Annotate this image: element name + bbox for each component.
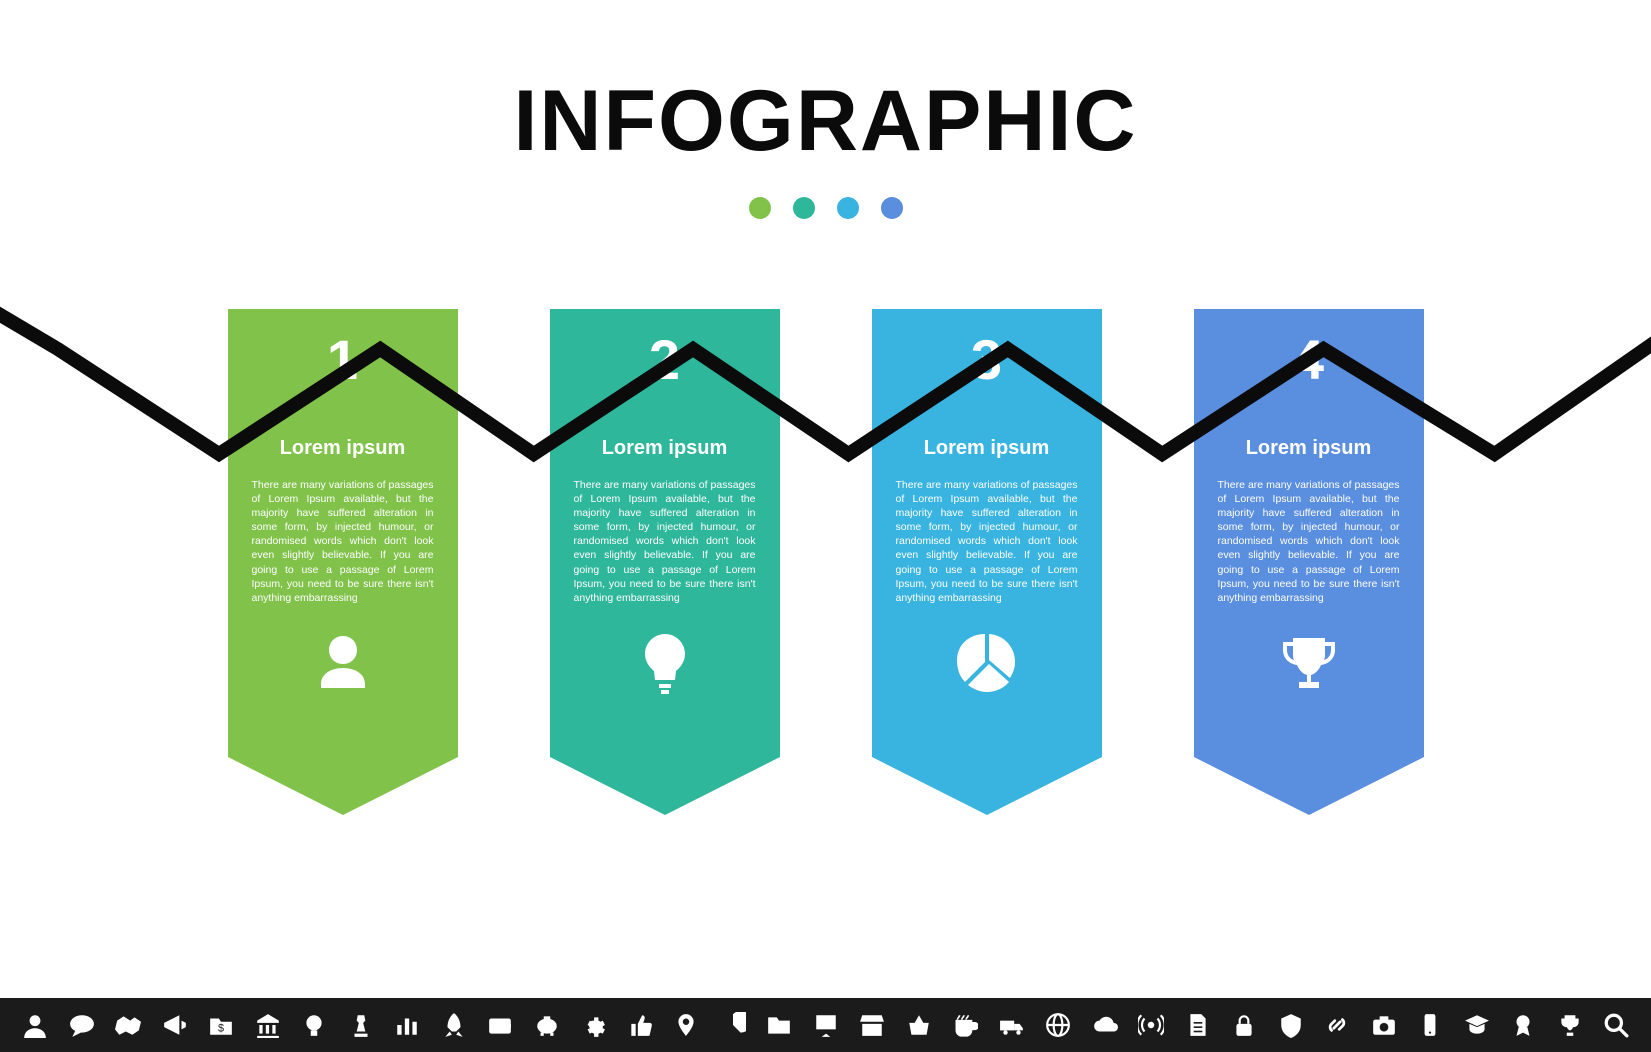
award-icon: [1510, 1012, 1536, 1038]
megaphone-icon: [162, 1012, 188, 1038]
title-dot-3: [837, 197, 859, 219]
title-dots: [0, 197, 1651, 219]
card-heading: Lorem ipsum: [888, 437, 1086, 460]
camera-icon: [1371, 1012, 1397, 1038]
lightbulb-icon: [566, 627, 764, 697]
chess-icon: [348, 1012, 374, 1038]
info-card-2: 2 Lorem ipsum There are many variations of…: [550, 309, 780, 757]
piggybank-icon: [534, 1012, 560, 1038]
bulb-small-icon: [301, 1012, 327, 1038]
card-body-text: There are many variations of passages of…: [566, 478, 764, 606]
folder-icon: [766, 1012, 792, 1038]
search-icon: [1603, 1012, 1629, 1038]
title-dot-2: [793, 197, 815, 219]
lock-icon: [1231, 1012, 1257, 1038]
trophy-small-icon: [1557, 1012, 1583, 1038]
phone-icon: [1417, 1012, 1443, 1038]
card-heading: Lorem ipsum: [244, 437, 442, 460]
card-number: 4: [1210, 329, 1408, 391]
truck-icon: [999, 1012, 1025, 1038]
wallet-icon: [487, 1012, 513, 1038]
cards-row: 1 Lorem ipsum There are many variations of…: [0, 279, 1651, 757]
shield-icon: [1278, 1012, 1304, 1038]
trophy-icon: [1210, 627, 1408, 697]
chat-icon: [69, 1012, 95, 1038]
handshake-icon: [115, 1012, 141, 1038]
piechart-icon: [888, 627, 1086, 697]
card-heading: Lorem ipsum: [1210, 437, 1408, 460]
coffee-icon: [952, 1012, 978, 1038]
pie-icon: [720, 1012, 746, 1038]
bank-icon: [255, 1012, 281, 1038]
mappin-icon: [673, 1012, 699, 1038]
cloud-icon: [1092, 1012, 1118, 1038]
graduation-icon: [1464, 1012, 1490, 1038]
card-heading: Lorem ipsum: [566, 437, 764, 460]
infographic-body: 1 Lorem ipsum There are many variations of…: [0, 279, 1651, 757]
barchart-icon: [394, 1012, 420, 1038]
card-number: 1: [244, 329, 442, 391]
card-body-text: There are many variations of passages of…: [888, 478, 1086, 606]
card-body-text: There are many variations of passages of…: [244, 478, 442, 606]
gear-icon: [580, 1012, 606, 1038]
rocket-icon: [441, 1012, 467, 1038]
link-icon: [1324, 1012, 1350, 1038]
card-number: 2: [566, 329, 764, 391]
user-icon: [22, 1012, 48, 1038]
store-icon: [859, 1012, 885, 1038]
document-icon: [1185, 1012, 1211, 1038]
title-dot-1: [749, 197, 771, 219]
presentation-icon: [813, 1012, 839, 1038]
info-card-3: 3 Lorem ipsum There are many variations of…: [872, 309, 1102, 757]
footer-icon-bar: [0, 998, 1651, 1052]
info-card-4: 4 Lorem ipsum There are many variations of…: [1194, 309, 1424, 757]
globe-icon: [1045, 1012, 1071, 1038]
basket-icon: [906, 1012, 932, 1038]
thumbsup-icon: [627, 1012, 653, 1038]
money-folder-icon: [208, 1012, 234, 1038]
broadcast-icon: [1138, 1012, 1164, 1038]
info-card-1: 1 Lorem ipsum There are many variations of…: [228, 309, 458, 757]
person-icon: [244, 627, 442, 697]
title-dot-4: [881, 197, 903, 219]
page-title: INFOGRAPHIC: [0, 72, 1651, 171]
card-body-text: There are many variations of passages of…: [1210, 478, 1408, 606]
card-number: 3: [888, 329, 1086, 391]
